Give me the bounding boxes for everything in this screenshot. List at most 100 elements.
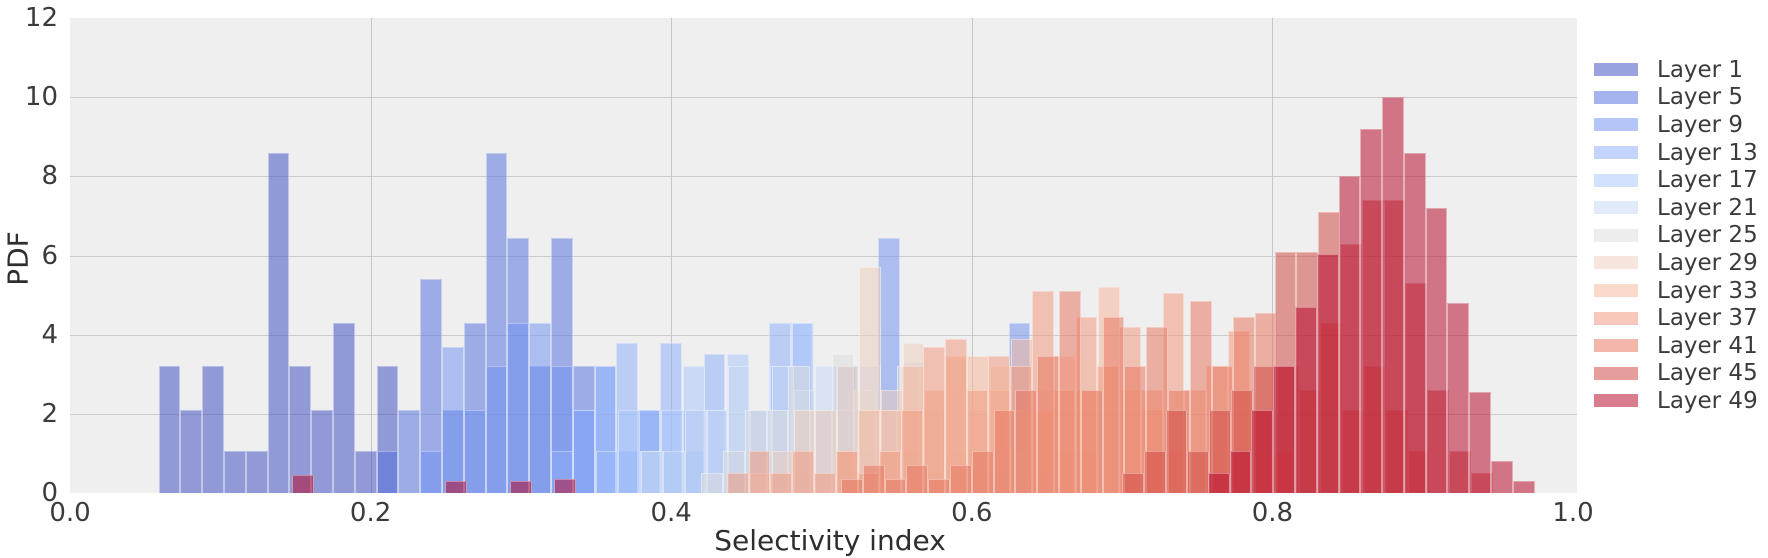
- legend-swatch: [1594, 146, 1638, 160]
- legend-swatch: [1594, 201, 1638, 215]
- histogram-bar: [1469, 392, 1492, 493]
- histogram-bar: [944, 338, 967, 493]
- histogram-bar: [1251, 409, 1274, 493]
- histogram-bar: [1058, 291, 1081, 493]
- legend-item: Layer 45: [1594, 360, 1768, 388]
- legend-label: Layer 41: [1657, 332, 1758, 359]
- histogram-bar: [1102, 316, 1125, 493]
- gridline-y: [70, 255, 1577, 257]
- histogram-bar: [1015, 390, 1038, 493]
- histogram-bar: [641, 451, 663, 493]
- legend-swatch: [1594, 366, 1638, 380]
- legend-item: Layer 17: [1594, 166, 1768, 194]
- y-tick-label: 10: [24, 82, 58, 113]
- histogram-bar: [289, 366, 312, 493]
- legend-item: Layer 13: [1594, 139, 1768, 167]
- histogram-bar: [770, 473, 793, 493]
- histogram-bar: [748, 451, 771, 493]
- histogram-bar: [862, 465, 885, 493]
- histogram-bar: [444, 481, 467, 493]
- histogram-bar: [224, 451, 246, 493]
- legend-item: Layer 33: [1594, 277, 1768, 305]
- gridline-y: [70, 176, 1577, 178]
- histogram-bar: [950, 465, 972, 493]
- legend-label: Layer 29: [1657, 249, 1758, 276]
- histogram-bar: [463, 409, 486, 493]
- histogram-bar: [1512, 481, 1535, 493]
- histogram-bar: [1491, 461, 1513, 493]
- histogram-bar: [1425, 208, 1448, 493]
- legend-item: Layer 9: [1594, 111, 1768, 139]
- histogram-bar: [813, 473, 836, 493]
- legend-swatch: [1594, 228, 1638, 242]
- histogram-bar: [726, 473, 749, 493]
- y-tick-label: 6: [41, 240, 58, 271]
- legend-swatch: [1594, 256, 1638, 270]
- legend-item: Layer 29: [1594, 249, 1768, 277]
- legend-swatch: [1594, 90, 1638, 104]
- histogram-bar: [1189, 301, 1212, 493]
- legend-swatch: [1594, 339, 1638, 353]
- histogram-bar: [1207, 473, 1230, 493]
- legend-item: Layer 5: [1594, 84, 1768, 112]
- legend-swatch: [1594, 118, 1638, 132]
- x-tick-label: 0.4: [650, 498, 692, 528]
- legend: Layer 1 Layer 5 Layer 9 Layer 13 Layer 17 Lay…: [1594, 56, 1768, 415]
- legend-label: Layer 21: [1657, 194, 1758, 221]
- histogram-bar: [662, 451, 685, 493]
- histogram-bar: [485, 366, 508, 493]
- legend-label: Layer 49: [1657, 387, 1758, 414]
- histogram-bar: [420, 451, 442, 493]
- histogram-bar: [971, 451, 994, 493]
- histogram-bar: [572, 409, 595, 493]
- histogram-bar: [1124, 366, 1147, 493]
- legend-swatch: [1594, 311, 1638, 325]
- x-axis-label: Selectivity index: [714, 524, 946, 557]
- histogram-bar: [354, 451, 377, 493]
- histogram-bar: [1316, 253, 1339, 493]
- histogram-bar: [993, 409, 1016, 493]
- histogram-bar: [884, 479, 907, 493]
- y-tick-label: 12: [24, 3, 58, 33]
- legend-item: Layer 41: [1594, 332, 1768, 360]
- legend-label: Layer 1: [1657, 56, 1744, 83]
- histogram-bar: [1143, 451, 1166, 493]
- histogram-bar: [792, 451, 814, 493]
- histogram-bar: [1080, 390, 1103, 493]
- histogram-bar: [311, 409, 333, 493]
- histogram-bar: [596, 451, 618, 493]
- histogram-bar: [292, 475, 315, 493]
- histogram-bar: [245, 451, 268, 493]
- histogram-bar: [928, 479, 950, 493]
- histogram-bar: [1122, 473, 1144, 493]
- x-tick-label: 0.6: [951, 498, 993, 528]
- y-tick-label: 2: [41, 398, 58, 429]
- legend-label: Layer 45: [1657, 360, 1758, 387]
- legend-label: Layer 5: [1657, 84, 1744, 111]
- histogram-bar: [841, 479, 863, 493]
- legend-swatch: [1594, 173, 1638, 187]
- legend-item: Layer 49: [1594, 387, 1768, 415]
- x-tick-label: 0.8: [1251, 498, 1294, 528]
- histogram-bar: [1273, 366, 1295, 493]
- histogram-bar: [510, 481, 533, 493]
- histogram-bar: [906, 465, 929, 493]
- histogram-bar: [1360, 128, 1383, 493]
- y-tick-label: 4: [41, 319, 58, 350]
- histogram-bar: [180, 409, 203, 493]
- legend-label: Layer 33: [1657, 277, 1758, 304]
- legend-label: Layer 13: [1657, 139, 1758, 166]
- histogram-bar: [684, 409, 707, 493]
- plot-area: [70, 18, 1577, 493]
- x-tick-label: 1.0: [1552, 498, 1594, 528]
- histogram-bar: [617, 409, 640, 493]
- histogram-bar: [529, 322, 551, 493]
- histogram-bar: [267, 152, 290, 493]
- gridline-y: [70, 334, 1577, 336]
- histogram-bar: [507, 322, 530, 493]
- histogram-bar: [1187, 451, 1210, 493]
- histogram-bar: [1338, 176, 1361, 493]
- histogram-bar: [441, 346, 464, 493]
- x-tick-label: 0.2: [349, 498, 392, 528]
